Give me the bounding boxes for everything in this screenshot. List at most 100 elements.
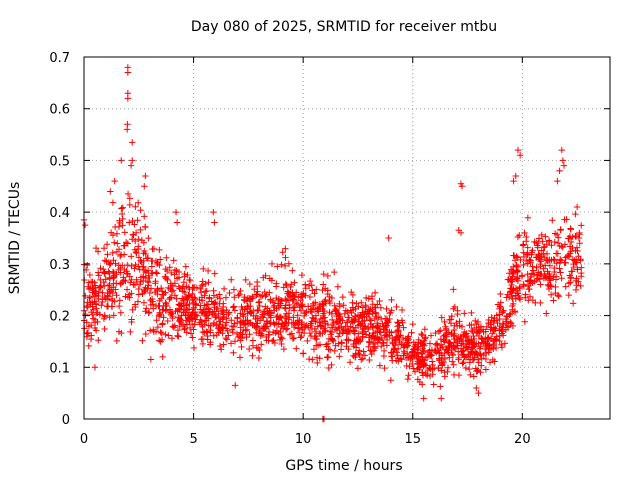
data-point (179, 283, 187, 291)
data-point (321, 317, 328, 325)
data-point (111, 239, 118, 246)
data-point (537, 256, 545, 264)
data-point (524, 244, 531, 251)
data-point (513, 253, 520, 260)
data-point (154, 323, 162, 331)
data-point (457, 229, 465, 237)
data-point (504, 291, 511, 298)
data-point (89, 303, 96, 310)
data-point (129, 217, 136, 225)
data-point (153, 317, 160, 324)
data-point (344, 326, 352, 333)
data-point (451, 303, 459, 311)
data-point (181, 288, 188, 296)
data-point (157, 256, 164, 263)
data-point (120, 274, 127, 281)
data-point (355, 349, 362, 357)
data-point (405, 372, 412, 379)
data-point (238, 303, 245, 311)
data-point (509, 286, 517, 293)
data-point (94, 248, 102, 255)
data-point (576, 240, 583, 247)
data-point (116, 297, 123, 304)
data-point (418, 340, 426, 347)
data-point (463, 332, 471, 340)
data-point (537, 299, 544, 307)
data-point (152, 278, 159, 285)
data-point (438, 314, 445, 321)
data-point (255, 299, 262, 306)
data-point (489, 330, 496, 337)
data-point (572, 256, 580, 264)
data-point (110, 284, 117, 291)
data-point (454, 310, 461, 318)
data-point (136, 266, 143, 273)
data-point (267, 310, 275, 317)
data-point (293, 299, 300, 307)
data-point (129, 306, 136, 314)
data-point (134, 199, 142, 206)
data-point (502, 315, 510, 323)
data-point (234, 333, 242, 341)
data-point (290, 334, 298, 342)
data-point (253, 291, 260, 298)
data-point (386, 310, 393, 317)
data-point (288, 330, 296, 337)
data-point (444, 364, 452, 371)
data-point (546, 256, 553, 263)
data-point (226, 289, 233, 297)
data-point (375, 325, 383, 332)
data-point (212, 313, 219, 321)
data-point (416, 364, 423, 372)
data-point (441, 338, 448, 345)
data-point (467, 349, 475, 356)
data-point (113, 280, 120, 287)
data-point (438, 352, 446, 359)
data-point (554, 177, 561, 185)
data-point (109, 231, 117, 239)
data-point (126, 201, 134, 209)
data-point (124, 95, 132, 102)
data-point (549, 217, 556, 224)
data-point (157, 338, 164, 345)
data-point (129, 231, 137, 238)
data-point (163, 254, 170, 261)
data-point (490, 324, 498, 332)
data-point (485, 349, 493, 356)
data-point (239, 311, 247, 318)
data-point (126, 273, 133, 280)
data-point (526, 276, 534, 284)
data-point (365, 295, 372, 302)
data-point (137, 207, 144, 214)
data-point (219, 303, 227, 311)
data-point (463, 343, 470, 350)
data-point (378, 334, 385, 342)
data-point (427, 351, 435, 359)
data-point (231, 320, 238, 327)
data-point (509, 322, 517, 330)
data-point (100, 245, 108, 252)
data-point (222, 321, 229, 329)
data-point (492, 325, 499, 333)
data-point (328, 335, 335, 342)
data-point (349, 317, 356, 325)
data-point (336, 303, 343, 310)
data-point (287, 281, 295, 288)
data-point (526, 293, 534, 300)
data-point (268, 277, 276, 284)
data-point (85, 342, 92, 350)
data-point (556, 256, 564, 263)
data-point (203, 312, 211, 319)
data-point (467, 371, 474, 379)
data-point (470, 341, 477, 348)
data-point (122, 239, 130, 246)
data-point (410, 365, 417, 372)
data-point (420, 395, 427, 402)
data-point (474, 350, 481, 358)
data-point (100, 315, 108, 322)
data-point (181, 273, 188, 280)
data-point (450, 371, 458, 379)
data-point (197, 316, 204, 324)
data-point (145, 279, 152, 286)
data-point (230, 323, 238, 330)
